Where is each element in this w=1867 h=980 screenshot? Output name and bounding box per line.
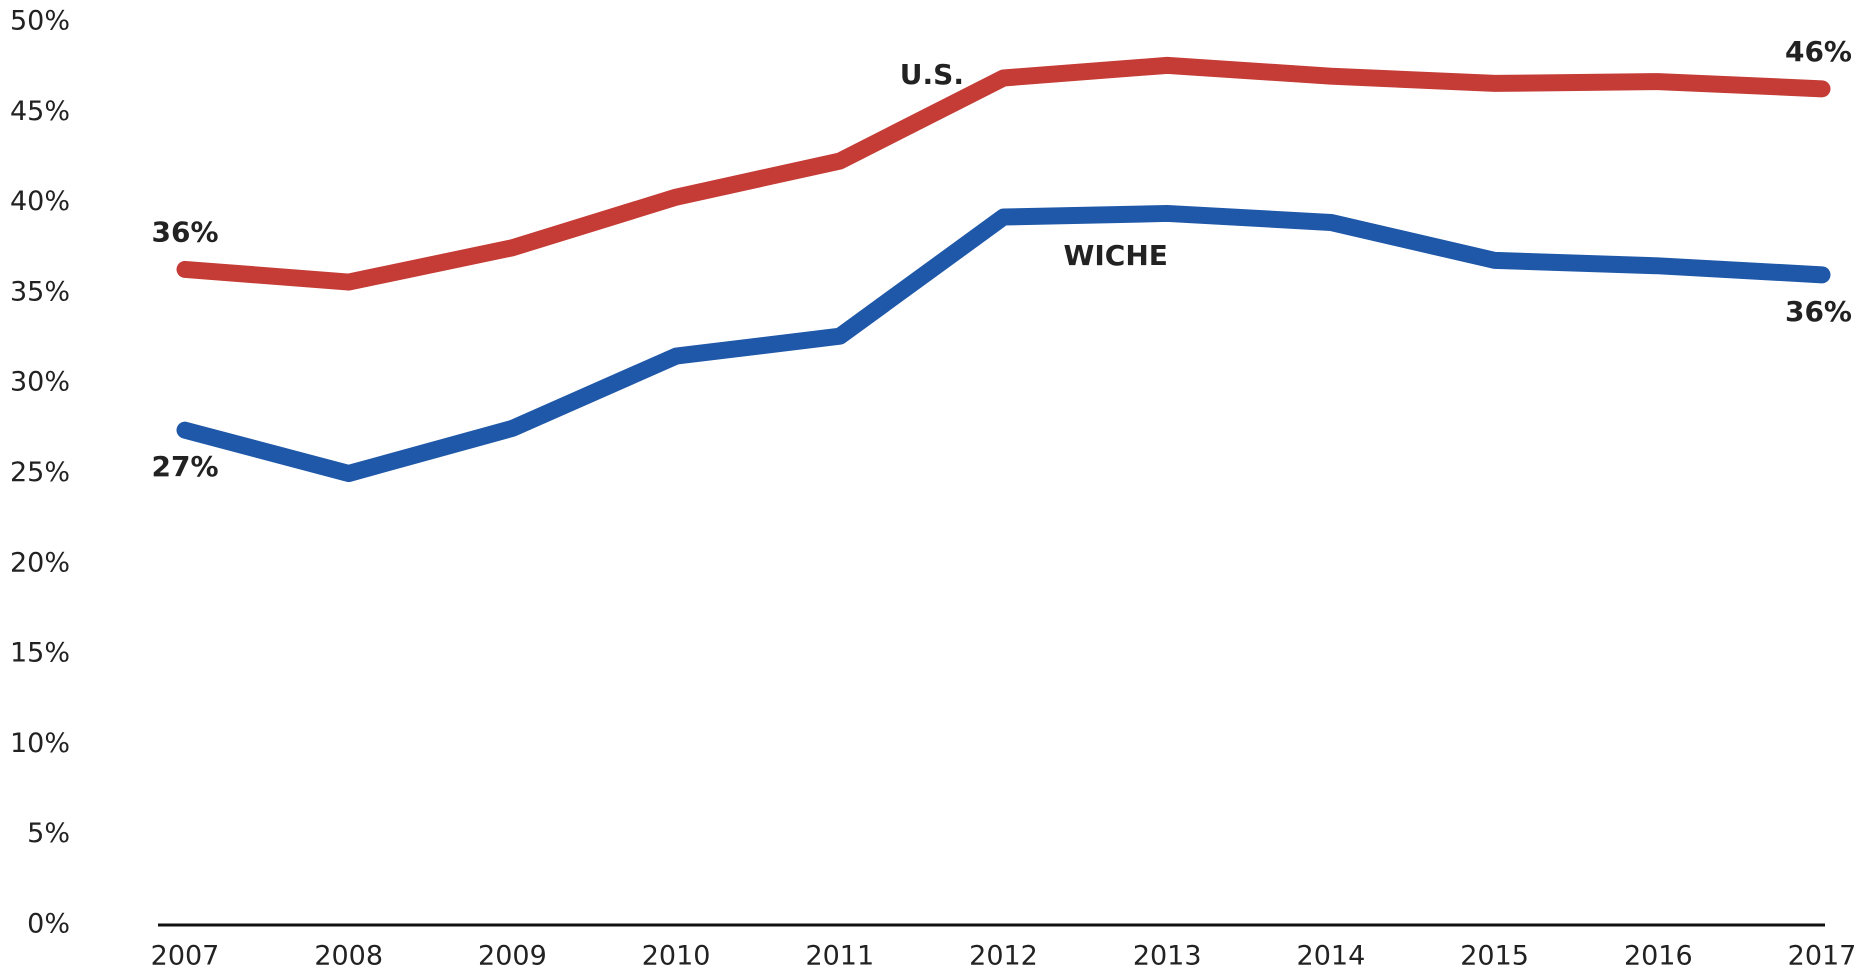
value-label: 46%: [1785, 35, 1852, 68]
x-tick-label: 2015: [1460, 941, 1529, 972]
x-tick-label: 2013: [1133, 941, 1202, 972]
y-tick-label: 40%: [10, 186, 70, 217]
y-tick-label: 35%: [10, 276, 70, 307]
y-tick-label: 10%: [10, 728, 70, 759]
value-label: 36%: [151, 215, 218, 248]
y-tick-label: 5%: [27, 818, 70, 849]
x-tick-label: 2011: [805, 941, 874, 972]
value-label: 27%: [151, 450, 218, 483]
x-tick-label: 2007: [151, 941, 220, 972]
y-tick-label: 30%: [10, 367, 70, 398]
x-tick-label: 2008: [314, 941, 383, 972]
value-label: 36%: [1785, 295, 1852, 328]
x-tick-label: 2010: [642, 941, 711, 972]
series-label: U.S.: [900, 58, 964, 91]
y-tick-label: 15%: [10, 638, 70, 669]
y-tick-label: 25%: [10, 457, 70, 488]
y-tick-label: 45%: [10, 96, 70, 127]
x-tick-label: 2014: [1297, 941, 1366, 972]
y-tick-label: 50%: [10, 6, 70, 37]
series-line: [176, 56, 1831, 291]
y-tick-label: 0%: [27, 909, 70, 940]
x-tick-label: 2017: [1788, 941, 1857, 972]
y-tick-label: 20%: [10, 547, 70, 578]
x-tick-label: 2016: [1624, 941, 1693, 972]
x-tick-label: 2009: [478, 941, 547, 972]
series-label: WICHE: [1064, 239, 1168, 272]
x-tick-label: 2012: [969, 941, 1038, 972]
series-line: [176, 204, 1831, 482]
